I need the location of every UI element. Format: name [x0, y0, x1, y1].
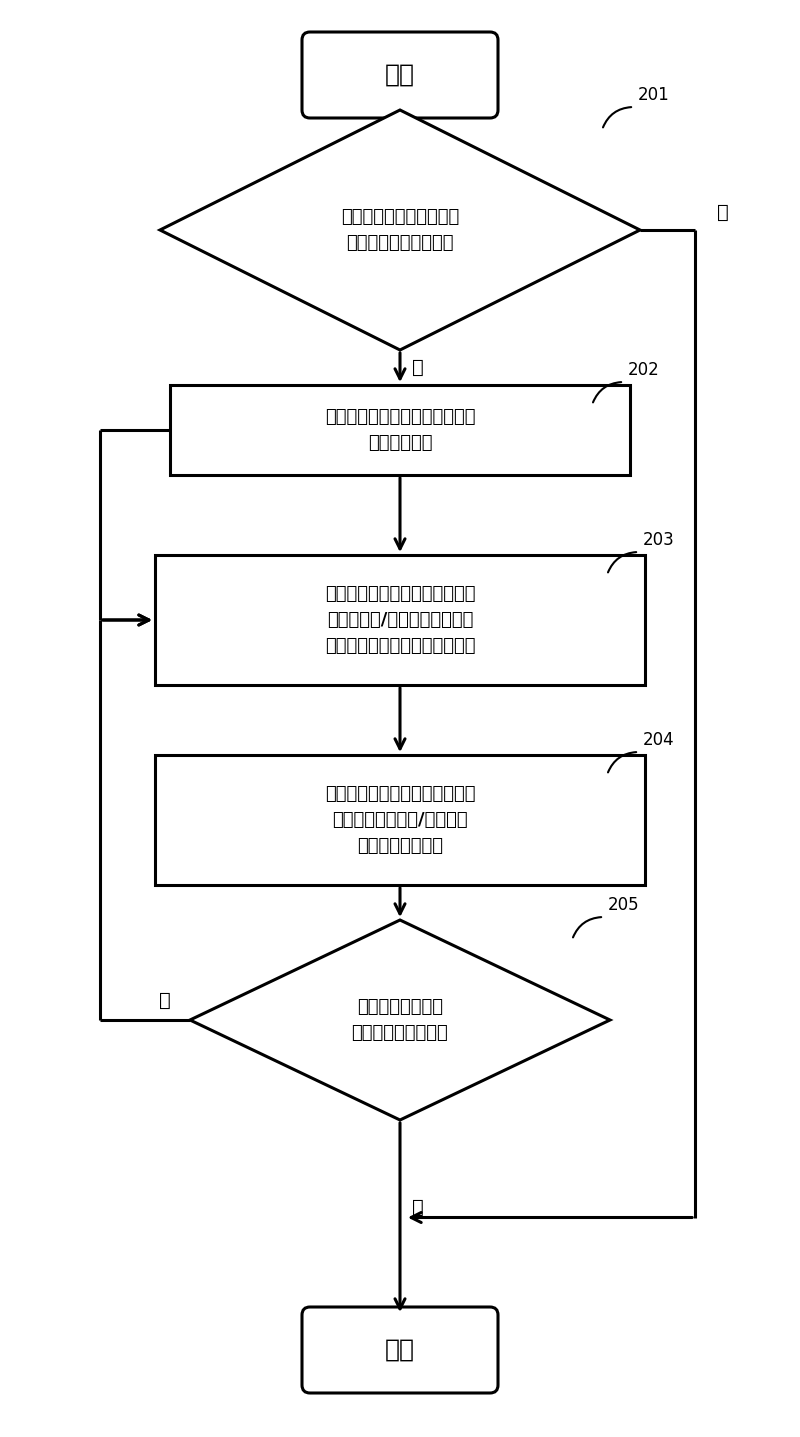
Text: 205: 205 [608, 897, 640, 914]
Text: 203: 203 [643, 532, 674, 549]
Text: 202: 202 [628, 361, 660, 379]
Text: 结束: 结束 [385, 1338, 415, 1362]
Bar [155, 754, 645, 885]
Text: 201: 201 [638, 86, 670, 103]
Text: 是: 是 [412, 358, 424, 376]
Polygon shape [190, 920, 610, 1119]
FancyBboxPatch shape [302, 1308, 498, 1392]
Text: 否: 否 [717, 203, 729, 221]
Text: 开始: 开始 [385, 63, 415, 88]
Text: 基站从所述小区的多个天线中选
择一参考天线: 基站从所述小区的多个天线中选 择一参考天线 [325, 408, 475, 453]
Text: 基站判断是否需要对小区
的多个天线进行校正？: 基站判断是否需要对小区 的多个天线进行校正？ [341, 208, 459, 253]
Text: 基站判断是否需要
继续进行天线校正？: 基站判断是否需要 继续进行天线校正？ [352, 997, 448, 1042]
Text: 是: 是 [159, 990, 171, 1010]
Polygon shape [160, 111, 640, 351]
Bar [155, 555, 645, 685]
Text: 用户设备测量待调整天线对应的
射频链路的增益和/或相位，
并上报给所述基站: 用户设备测量待调整天线对应的 射频链路的增益和/或相位， 并上报给所述基站 [325, 785, 475, 855]
Text: 基站对待调整天线对应的射频链
路的增益和/或相位进行调整，
通知用户设备进入天线校正模式: 基站对待调整天线对应的射频链 路的增益和/或相位进行调整， 通知用户设备进入天线… [325, 585, 475, 655]
Bar [170, 385, 630, 476]
Text: 否: 否 [412, 1198, 424, 1217]
Text: 204: 204 [643, 731, 674, 749]
FancyBboxPatch shape [302, 32, 498, 118]
